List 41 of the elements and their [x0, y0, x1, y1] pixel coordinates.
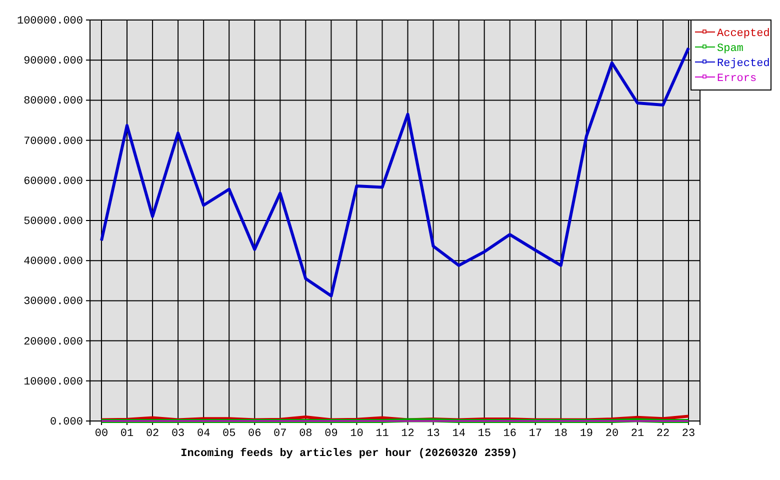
y-tick-label: 50000.000 [24, 216, 83, 228]
legend-label: Spam [717, 43, 744, 55]
y-tick-label: 100000.000 [16, 16, 83, 28]
x-tick-label: 02 [146, 428, 160, 440]
x-tick-label: 01 [120, 428, 134, 440]
x-tick-label: 22 [656, 428, 670, 440]
x-tick-label: 09 [324, 428, 338, 440]
x-axis-title: Incoming feeds by articles per hour (20260320 2359) [180, 447, 518, 460]
y-tick-label: 20000.000 [24, 336, 83, 348]
y-tick-label: 90000.000 [24, 56, 83, 68]
x-tick-label: 11 [376, 428, 390, 440]
x-tick-label: 23 [682, 428, 696, 440]
y-tick-label: 0.000 [50, 416, 83, 429]
x-tick-label: 20 [605, 428, 619, 440]
y-tick-label: 70000.000 [24, 136, 83, 148]
x-tick-label: 18 [554, 428, 568, 440]
x-tick-label: 03 [171, 428, 185, 440]
line-series [100, 46, 690, 298]
x-tick-label: 12 [401, 428, 414, 440]
y-tick-label: 30000.000 [24, 296, 83, 308]
legend-label: Rejected [717, 58, 770, 70]
x-tick-label: 00 [94, 428, 108, 440]
x-tick-label: 15 [478, 428, 491, 440]
x-tick-label: 06 [248, 428, 262, 440]
legend-label: Accepted [717, 28, 770, 40]
x-tick-label: 07 [274, 428, 287, 440]
x-tick-label: 21 [630, 428, 644, 440]
x-tick-label: 14 [452, 428, 466, 440]
y-tick-label: 60000.000 [24, 176, 83, 188]
x-tick-label: 10 [350, 428, 364, 440]
x-tick-label: 04 [196, 428, 211, 440]
x-tick-label: 17 [528, 428, 542, 440]
y-tick-label: 40000.000 [24, 256, 83, 268]
x-tick-label: 13 [426, 428, 440, 440]
x-tick-label: 08 [299, 428, 312, 440]
legend-label: Errors [717, 73, 757, 85]
y-tick-label: 80000.000 [24, 96, 83, 108]
x-tick-label: 05 [222, 428, 236, 440]
y-tick-label: 10000.000 [24, 376, 83, 388]
x-tick-label: 16 [503, 428, 516, 440]
x-tick-label: 19 [580, 428, 594, 440]
